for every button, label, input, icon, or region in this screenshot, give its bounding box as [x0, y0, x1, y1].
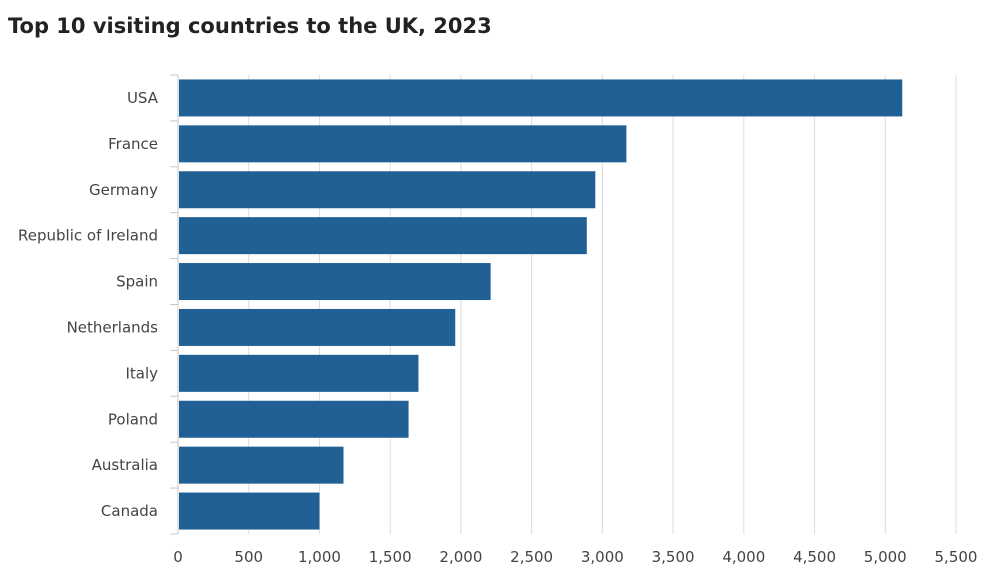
x-tick-label: 1,500: [369, 548, 412, 566]
category-label: Spain: [116, 273, 158, 291]
x-tick-label: 500: [234, 548, 263, 566]
bar: [179, 79, 903, 117]
category-label: Canada: [101, 502, 158, 520]
x-tick-label: 2,000: [439, 548, 482, 566]
x-tick-label: 2,500: [510, 548, 553, 566]
x-tick-label: 1,000: [298, 548, 341, 566]
category-label: Italy: [125, 364, 158, 382]
bar: [179, 217, 587, 255]
category-label: Netherlands: [67, 318, 159, 336]
category-label: Australia: [92, 456, 158, 474]
category-label: USA: [127, 89, 159, 107]
x-tick-label: 3,000: [581, 548, 624, 566]
bar: [179, 263, 491, 301]
bar: [179, 354, 419, 392]
bar: [179, 446, 344, 484]
bar: [179, 400, 409, 438]
x-tick-label: 4,500: [793, 548, 836, 566]
x-tick-label: 4,000: [722, 548, 765, 566]
x-tick-labels: 0 500 1,000 1,500 2,000 2,500 3,000 3,500 4,000 4…: [173, 548, 977, 566]
axes: [170, 74, 179, 535]
category-label: Republic of Ireland: [18, 227, 158, 245]
bar: [179, 171, 596, 209]
bar: [179, 308, 456, 346]
bar: [179, 492, 320, 530]
category-label: France: [108, 135, 158, 153]
bar: [179, 125, 627, 163]
category-label: Poland: [108, 410, 158, 428]
x-tick-label: 0: [173, 548, 183, 566]
category-label: Germany: [89, 181, 158, 199]
category-labels: USA France Germany Republic of Ireland Spain…: [18, 89, 159, 520]
x-tick-label: 5,500: [935, 548, 978, 566]
x-tick-label: 5,000: [864, 548, 907, 566]
x-tick-label: 3,500: [652, 548, 695, 566]
chart-title: Top 10 visiting countries to the UK, 202…: [8, 14, 492, 38]
bars: [179, 79, 903, 530]
